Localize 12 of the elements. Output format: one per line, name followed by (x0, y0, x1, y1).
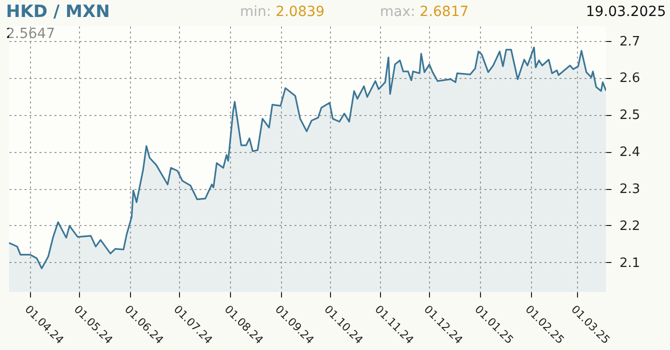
chart-title: HKD / MXN (6, 2, 110, 22)
y-tick-label: 2.3 (620, 182, 640, 198)
text: 19.03.2025 (586, 4, 666, 20)
y-tick-label: 2.6 (620, 71, 640, 86)
text: max: 2.6817 (380, 4, 469, 20)
y-tick-label: 2.7 (620, 34, 640, 50)
y-tick-label: 2.5 (620, 108, 640, 124)
y-tick-label: 2.1 (620, 256, 640, 271)
y-tick-label: 2.2 (620, 219, 640, 234)
text: min: 2.0839 (240, 4, 325, 20)
y-tick-label: 2.4 (620, 145, 640, 160)
annotation: 2.5647 (6, 26, 55, 42)
